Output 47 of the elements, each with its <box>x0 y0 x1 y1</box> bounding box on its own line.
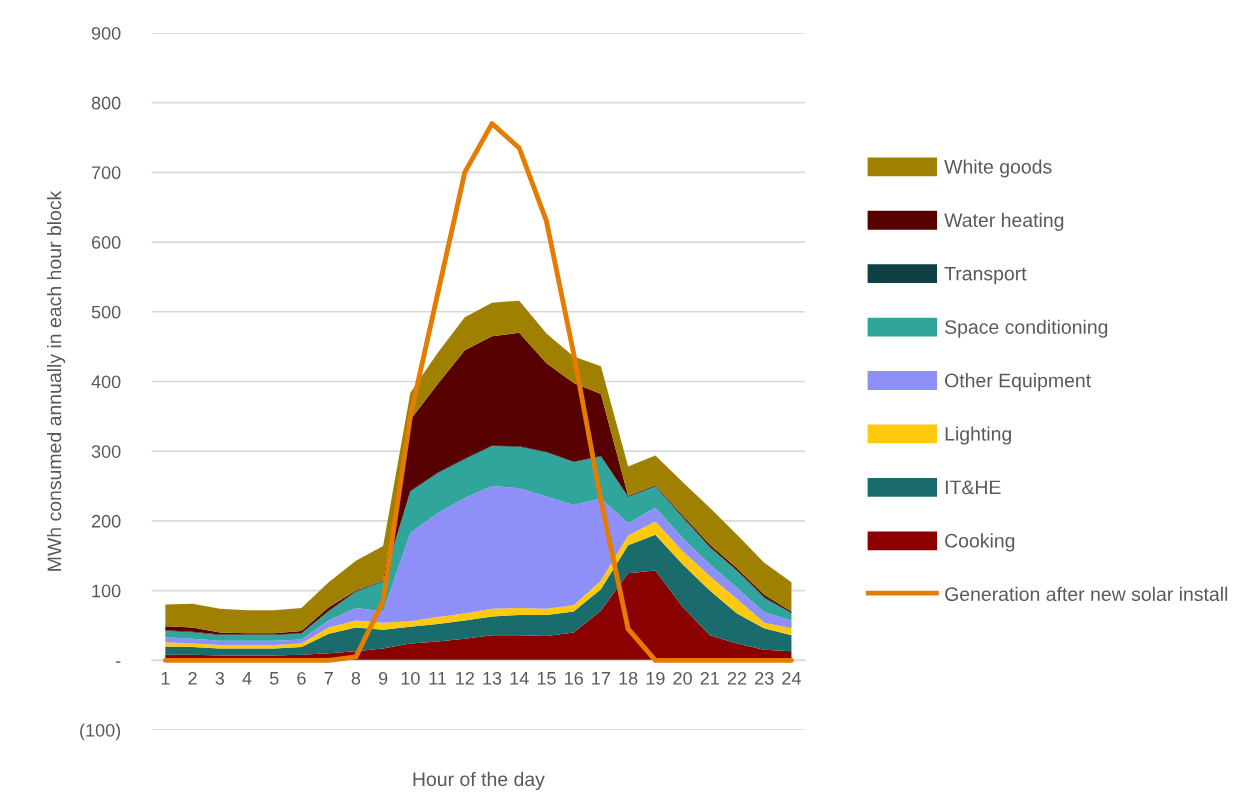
legend-label: White goods <box>944 159 1052 178</box>
x-tick-label: 24 <box>782 671 801 685</box>
x-tick-label: 9 <box>378 671 388 685</box>
x-tick-label: 10 <box>401 671 420 685</box>
y-tick-label: 200 <box>91 514 121 528</box>
x-tick-label: 22 <box>727 671 747 685</box>
x-tick-label: 7 <box>324 672 333 685</box>
x-tick-label: 16 <box>565 671 583 685</box>
x-tick-label: 13 <box>483 671 502 685</box>
y-tick-label: 400 <box>91 375 121 389</box>
y-tick-label: 800 <box>91 96 121 110</box>
x-tick-label: 21 <box>700 671 719 685</box>
y-tick-label: 600 <box>91 236 121 249</box>
x-tick-label: 2 <box>188 671 197 685</box>
x-tick-label: 14 <box>510 672 529 685</box>
y-tick-label: 500 <box>91 305 121 319</box>
legend-label: Water heating <box>944 212 1064 231</box>
x-tick-label: 4 <box>242 672 252 685</box>
x-tick-label: 17 <box>592 672 611 685</box>
x-tick-label: 15 <box>537 672 556 685</box>
y-tick-label: 900 <box>91 26 121 40</box>
x-tick-label: 23 <box>755 671 774 685</box>
x-tick-label: 5 <box>269 672 279 685</box>
x-tick-label: 19 <box>646 671 665 685</box>
legend-label: Cooking <box>945 533 1015 552</box>
x-tick-label: 8 <box>351 671 361 685</box>
legend-label: Space conditioning <box>945 319 1108 338</box>
y-axis-title: MWh consumed annually in each hour block <box>47 190 66 571</box>
y-tick-label: - <box>115 661 121 663</box>
x-axis-title: Hour of the day <box>413 771 545 790</box>
y-tick-label: 700 <box>91 166 121 180</box>
legend-label: Generation after new solar install <box>945 586 1228 602</box>
legend-label: Other Equipment <box>945 373 1091 392</box>
legend-label: IT&HE <box>945 480 1001 495</box>
x-tick-label: 6 <box>297 671 306 685</box>
y-tick-label: 300 <box>91 445 121 458</box>
y-tick-label: 100 <box>92 584 121 598</box>
x-tick-label: 3 <box>215 671 225 685</box>
line-series <box>162 121 794 663</box>
legend-label: Transport <box>944 266 1027 285</box>
x-tick-label: 18 <box>619 671 638 685</box>
x-tick-label: 12 <box>456 671 474 685</box>
legend-label: Lighting <box>945 426 1011 445</box>
x-tick-label: 11 <box>429 672 447 685</box>
y-tick-label: (100) <box>80 723 121 741</box>
x-tick-label: 20 <box>673 671 692 685</box>
x-tick-label: 1 <box>161 672 170 685</box>
